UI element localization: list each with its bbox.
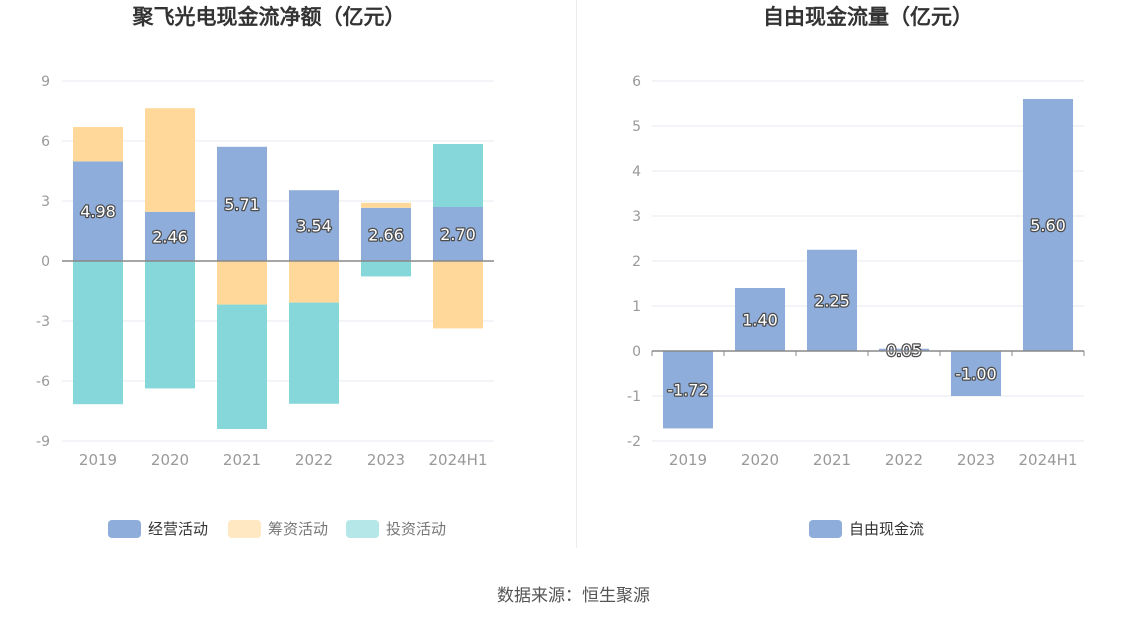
free-cashflow-chart-panel: 自由现金流量（亿元） 6 5 4 3 2 1 0 -1 -2 -1.72 2019 1.40 2020 2… [574, 0, 1147, 560]
bar-segment [433, 207, 483, 261]
legend-swatch [346, 520, 379, 538]
bar [663, 351, 713, 429]
data-label: 2.25 [814, 291, 850, 310]
cashflow-net-chart-panel: 聚飞光电现金流净额（亿元） 9 6 3 0 -3 -6 -9 4.98 2019 2.46 2020… [0, 0, 573, 560]
data-label: 2.46 [152, 227, 188, 246]
bar [735, 288, 785, 351]
x-tick-label: 2019 [79, 451, 117, 469]
legend-swatch [809, 520, 842, 538]
x-tick-label: 2022 [885, 451, 923, 469]
y-tick-label: 0 [41, 254, 50, 270]
x-tick-label: 2024H1 [1019, 451, 1078, 469]
bar-segment [289, 261, 339, 303]
bar [807, 249, 857, 351]
bar [879, 348, 929, 351]
bar-segment [145, 261, 195, 389]
y-tick-label: -3 [36, 314, 50, 330]
y-tick-label: -1 [627, 389, 641, 405]
bar-segment [433, 261, 483, 329]
data-label: -1.00 [955, 365, 996, 384]
chart-title: 聚飞光电现金流净额（亿元） [132, 5, 406, 29]
x-tick-label: 2021 [813, 451, 851, 469]
bar [1023, 99, 1073, 351]
panel-divider [576, 0, 577, 548]
chart-title: 自由现金流量（亿元） [763, 5, 973, 29]
bar-segment [145, 108, 195, 212]
y-tick-label: 5 [632, 119, 641, 135]
data-label: 5.60 [1030, 216, 1066, 235]
y-tick-label: 3 [632, 209, 641, 225]
legend-label: 经营活动 [148, 520, 208, 538]
bar-segment [217, 146, 267, 261]
y-tick-label: 4 [632, 164, 641, 180]
x-tick-label: 2020 [151, 451, 189, 469]
x-tick-label: 2022 [295, 451, 333, 469]
x-tick-label: 2021 [223, 451, 261, 469]
data-label: 1.40 [742, 311, 778, 330]
bar-segment [433, 144, 483, 207]
x-tick-label: 2020 [741, 451, 779, 469]
bar-segment [361, 261, 411, 277]
data-label: 2.66 [368, 225, 404, 244]
legend-label: 自由现金流 [849, 520, 924, 538]
bar-segment [73, 127, 123, 162]
data-label: -1.72 [667, 381, 708, 400]
free-cashflow-chart: 自由现金流量（亿元） 6 5 4 3 2 1 0 -1 -2 -1.72 2019 1.40 2020 2… [627, 5, 1085, 538]
x-tick-label: 2024H1 [429, 451, 488, 469]
y-tick-label: 6 [41, 134, 50, 150]
data-label: 3.54 [296, 217, 332, 236]
y-tick-label: 0 [632, 344, 641, 360]
data-source-note: 数据来源：恒生聚源 [497, 586, 650, 606]
bar-segment [361, 202, 411, 208]
x-tick-label: 2023 [957, 451, 995, 469]
bar-segment [361, 207, 411, 261]
y-tick-label: 2 [632, 254, 641, 270]
legend-swatch [228, 520, 261, 538]
bar [951, 351, 1001, 396]
y-tick-label: 9 [41, 74, 50, 90]
bar-segment [217, 261, 267, 305]
data-label: 5.71 [224, 195, 260, 214]
bar-segment [73, 261, 123, 405]
cashflow-net-chart: 聚飞光电现金流净额（亿元） 9 6 3 0 -3 -6 -9 4.98 2019 2.46 2020… [36, 5, 494, 538]
y-tick-label: -9 [36, 434, 50, 450]
legend-label: 投资活动 [386, 520, 446, 538]
y-tick-label: 6 [632, 74, 641, 90]
y-tick-label: 1 [632, 299, 641, 315]
y-tick-label: -6 [36, 374, 50, 390]
data-label: 2.70 [440, 225, 476, 244]
y-tick-label: -2 [627, 434, 641, 450]
data-label: 4.98 [80, 202, 116, 221]
x-tick-label: 2023 [367, 451, 405, 469]
bar-segment [289, 302, 339, 404]
bar-segment [289, 190, 339, 261]
legend-label: 筹资活动 [268, 520, 328, 538]
y-tick-label: 3 [41, 194, 50, 210]
legend-swatch [108, 520, 141, 538]
bar-segment [145, 211, 195, 261]
bar-segment [73, 161, 123, 261]
x-tick-label: 2019 [669, 451, 707, 469]
bar-segment [217, 304, 267, 429]
